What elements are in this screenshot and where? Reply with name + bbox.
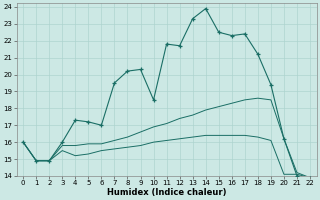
X-axis label: Humidex (Indice chaleur): Humidex (Indice chaleur) (107, 188, 226, 197)
